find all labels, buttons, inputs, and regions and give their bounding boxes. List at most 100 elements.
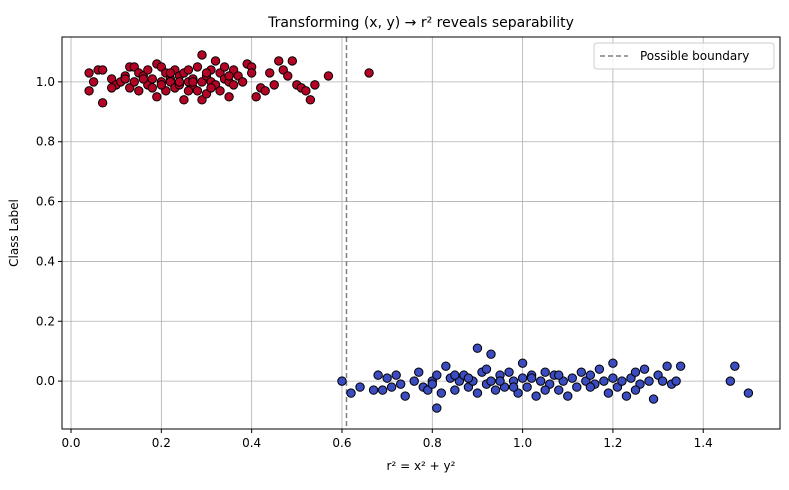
class-0-point <box>554 385 564 395</box>
class-1-point <box>134 86 144 96</box>
class-1-point <box>84 86 94 96</box>
class-1-point <box>215 86 225 96</box>
class-0-point <box>675 361 686 371</box>
class-0-point <box>368 385 379 395</box>
class-1-point <box>274 56 284 66</box>
class-1-point <box>224 92 234 102</box>
grid <box>62 37 780 429</box>
class-0-point <box>337 376 347 386</box>
class-0-point <box>463 373 474 383</box>
class-0-point <box>730 361 740 371</box>
class-0-point <box>639 364 650 374</box>
class-0-point <box>508 382 519 392</box>
class-1-point <box>192 62 203 72</box>
class-0-point <box>441 361 451 371</box>
class-0-point <box>472 388 483 398</box>
class-1-point <box>260 86 270 96</box>
class-0-point <box>486 376 496 386</box>
class-0-point <box>517 373 528 383</box>
class-0-point <box>526 373 537 383</box>
class-1-point <box>183 65 194 75</box>
class-1-point <box>147 74 158 84</box>
class-1-point <box>120 74 130 84</box>
x-tick-label: 1.0 <box>513 436 532 450</box>
class-1-point <box>305 95 316 105</box>
class-1-point <box>323 71 334 81</box>
class-1-point <box>228 80 239 90</box>
class-1-point <box>201 68 212 78</box>
x-tick-label: 0.4 <box>242 436 261 450</box>
class-0-point <box>450 385 460 395</box>
class-0-point <box>743 388 754 398</box>
class-1-point <box>138 74 148 84</box>
class-1-point <box>287 56 298 66</box>
class-0-point <box>563 391 573 401</box>
class-0-point <box>594 364 605 374</box>
class-0-point <box>585 370 596 380</box>
class-0-point <box>540 385 550 395</box>
class-0-point <box>522 382 532 392</box>
x-tick-label: 1.4 <box>694 436 713 450</box>
class-0-point <box>436 388 447 398</box>
y-tick-label: 1.0 <box>36 75 55 89</box>
y-tick-label: 0.4 <box>36 254 55 268</box>
class-1-point <box>188 77 198 87</box>
points-layer <box>84 50 754 413</box>
class-1-point <box>310 80 320 90</box>
class-1-point <box>183 86 194 96</box>
chart-title: Transforming (x, y) → r² reveals separab… <box>267 15 574 31</box>
class-1-point <box>269 80 279 90</box>
class-1-point <box>197 50 207 60</box>
class-0-point <box>432 403 442 413</box>
class-0-point <box>400 391 410 401</box>
class-1-point <box>265 68 275 78</box>
class-0-point <box>490 385 501 395</box>
class-0-point <box>414 367 424 377</box>
class-0-point <box>630 367 641 377</box>
y-tick-label: 0.0 <box>36 374 55 388</box>
y-axis-label: Class Label <box>7 199 21 267</box>
x-tick-label: 0.6 <box>332 436 351 450</box>
class-0-point <box>346 388 356 398</box>
class-0-point <box>409 376 419 386</box>
class-0-point <box>576 367 587 377</box>
class-0-point <box>450 370 460 380</box>
class-0-point <box>472 343 483 353</box>
class-1-point <box>147 83 158 93</box>
class-0-point <box>531 391 541 401</box>
class-0-point <box>504 367 514 377</box>
class-1-point <box>88 77 99 87</box>
class-0-point <box>395 379 406 389</box>
class-1-point <box>84 68 94 78</box>
class-1-point <box>174 77 185 87</box>
class-0-point <box>391 370 401 380</box>
class-1-point <box>283 71 293 81</box>
class-0-point <box>554 370 564 380</box>
class-0-point <box>621 391 632 401</box>
y-tick-label: 0.2 <box>36 314 55 328</box>
class-1-point <box>301 86 311 96</box>
class-1-point <box>237 77 248 87</box>
class-0-point <box>481 364 492 374</box>
class-1-point <box>364 68 374 78</box>
class-0-point <box>725 376 736 386</box>
class-1-point <box>219 62 230 72</box>
class-0-point <box>495 376 505 386</box>
class-0-point <box>630 385 641 395</box>
class-0-point <box>662 361 672 371</box>
legend: Possible boundary <box>593 42 775 70</box>
class-1-point <box>143 65 153 75</box>
class-0-point <box>608 373 618 383</box>
ticks: 0.0 0.2 0.4 0.6 0.8 1.0 1.2 1.4 0.0 0.2 0.4 0.6 0.8 1… <box>36 75 713 450</box>
class-0-point <box>540 367 550 377</box>
class-0-point <box>608 358 618 368</box>
class-0-point <box>648 394 659 404</box>
class-0-point <box>572 382 582 392</box>
class-1-point <box>224 71 234 81</box>
class-1-point <box>251 92 261 102</box>
x-tick-label: 0.0 <box>61 436 80 450</box>
y-tick-label: 0.6 <box>36 195 55 209</box>
class-0-point <box>382 373 392 383</box>
class-1-point <box>152 92 162 102</box>
class-1-point <box>129 77 139 87</box>
